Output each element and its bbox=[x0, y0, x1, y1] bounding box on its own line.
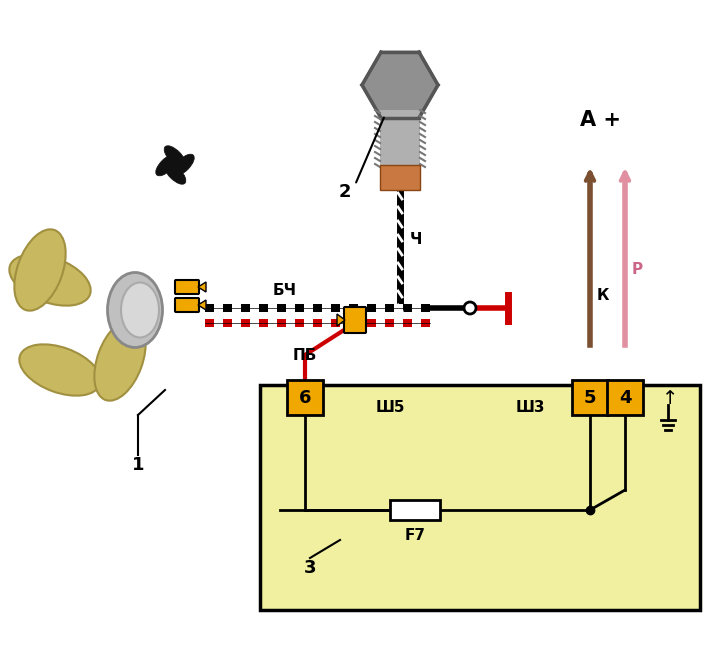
Bar bbox=[367, 304, 376, 312]
Bar bbox=[214, 319, 223, 327]
Bar bbox=[385, 319, 394, 327]
Bar bbox=[277, 304, 286, 312]
Bar bbox=[380, 165, 420, 190]
Bar bbox=[286, 319, 295, 327]
Text: БЧ: БЧ bbox=[273, 283, 297, 298]
Text: Р: Р bbox=[632, 263, 643, 278]
Bar bbox=[376, 304, 385, 312]
Bar bbox=[205, 304, 214, 312]
Bar bbox=[403, 304, 412, 312]
Bar bbox=[394, 304, 403, 312]
Bar bbox=[304, 304, 313, 312]
Bar bbox=[412, 319, 421, 327]
Bar bbox=[607, 380, 643, 415]
Polygon shape bbox=[198, 282, 206, 292]
Bar bbox=[331, 319, 340, 327]
FancyBboxPatch shape bbox=[175, 298, 199, 312]
Bar bbox=[313, 304, 322, 312]
Ellipse shape bbox=[121, 283, 159, 337]
Text: A +: A + bbox=[579, 110, 621, 130]
Ellipse shape bbox=[19, 344, 101, 396]
Bar bbox=[313, 319, 322, 327]
Bar bbox=[421, 319, 430, 327]
Bar bbox=[250, 319, 259, 327]
Bar bbox=[259, 304, 268, 312]
Bar bbox=[295, 304, 304, 312]
Ellipse shape bbox=[173, 154, 194, 176]
Bar bbox=[205, 319, 214, 327]
Text: 1: 1 bbox=[132, 456, 144, 474]
Text: 6: 6 bbox=[299, 389, 311, 407]
Bar bbox=[286, 304, 295, 312]
Bar bbox=[232, 319, 241, 327]
Text: ↑: ↑ bbox=[662, 389, 678, 408]
Bar bbox=[277, 319, 286, 327]
Polygon shape bbox=[198, 300, 206, 310]
Bar bbox=[223, 319, 232, 327]
Bar bbox=[390, 500, 440, 520]
Ellipse shape bbox=[9, 254, 91, 306]
Bar bbox=[331, 304, 340, 312]
Ellipse shape bbox=[107, 272, 163, 348]
Bar bbox=[268, 304, 277, 312]
FancyBboxPatch shape bbox=[175, 280, 199, 294]
Bar bbox=[358, 319, 367, 327]
Bar bbox=[380, 110, 420, 165]
FancyBboxPatch shape bbox=[344, 307, 366, 333]
Bar bbox=[268, 319, 277, 327]
Bar bbox=[304, 319, 313, 327]
Bar bbox=[322, 319, 331, 327]
Text: F7: F7 bbox=[405, 528, 425, 543]
Bar bbox=[241, 304, 250, 312]
Bar bbox=[250, 304, 259, 312]
Ellipse shape bbox=[164, 146, 186, 168]
Ellipse shape bbox=[164, 162, 186, 184]
Text: Ш5: Ш5 bbox=[375, 400, 405, 415]
Text: 2: 2 bbox=[339, 183, 352, 201]
Bar bbox=[376, 319, 385, 327]
Bar bbox=[241, 319, 250, 327]
Bar bbox=[214, 304, 223, 312]
Bar bbox=[385, 304, 394, 312]
Circle shape bbox=[464, 302, 476, 314]
Bar bbox=[349, 319, 358, 327]
Text: 4: 4 bbox=[619, 389, 632, 407]
Bar bbox=[572, 380, 608, 415]
Text: 5: 5 bbox=[584, 389, 596, 407]
Bar bbox=[295, 319, 304, 327]
Bar bbox=[287, 380, 323, 415]
Text: ПБ: ПБ bbox=[293, 348, 317, 363]
Text: 3: 3 bbox=[304, 559, 316, 577]
Bar bbox=[403, 319, 412, 327]
Ellipse shape bbox=[95, 319, 145, 400]
Bar bbox=[340, 319, 349, 327]
Ellipse shape bbox=[156, 154, 178, 176]
Bar bbox=[340, 304, 349, 312]
Bar bbox=[421, 304, 430, 312]
Text: Ш3: Ш3 bbox=[516, 400, 545, 415]
Bar bbox=[223, 304, 232, 312]
Bar bbox=[412, 304, 421, 312]
Ellipse shape bbox=[14, 229, 66, 311]
Bar bbox=[232, 304, 241, 312]
Bar bbox=[367, 319, 376, 327]
Bar bbox=[322, 304, 331, 312]
Text: Ч: Ч bbox=[410, 233, 422, 248]
Bar bbox=[260, 385, 700, 610]
Bar bbox=[349, 304, 358, 312]
Text: К: К bbox=[597, 287, 609, 302]
Bar bbox=[394, 319, 403, 327]
Bar bbox=[259, 319, 268, 327]
Polygon shape bbox=[337, 314, 345, 326]
Bar bbox=[358, 304, 367, 312]
